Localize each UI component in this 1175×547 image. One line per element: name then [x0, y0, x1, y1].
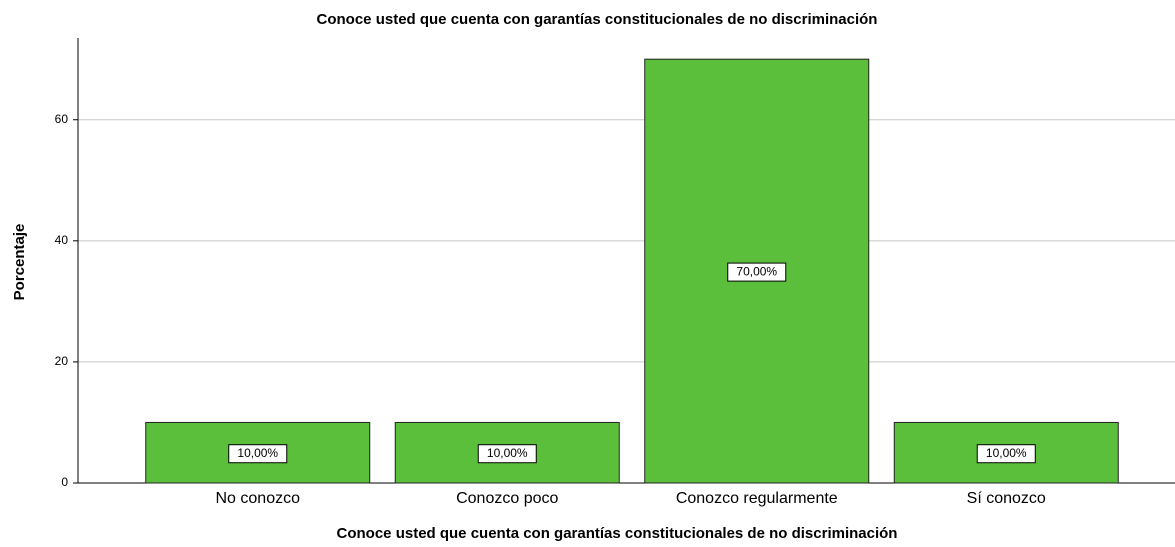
value-label-box	[976, 444, 1036, 464]
value-label-box	[477, 444, 537, 464]
y-tick-label: 0	[61, 475, 68, 489]
y-axis-label: Porcentaje	[11, 224, 28, 301]
value-label: 70,00%	[736, 264, 777, 278]
x-tick-label: Conozco regularmente	[676, 490, 838, 507]
chart-title: Conoce usted que cuenta con garantías co…	[317, 11, 878, 28]
x-tick-label: Sí conozco	[967, 490, 1046, 507]
value-label-box	[727, 262, 787, 282]
y-tick-label: 20	[55, 354, 69, 368]
value-label-box	[228, 444, 288, 464]
y-tick-label: 40	[55, 233, 69, 247]
x-tick-label: No conozco	[216, 490, 301, 507]
x-axis-label: Conoce usted que cuenta con garantías co…	[337, 525, 898, 542]
value-label: 10,00%	[487, 446, 528, 460]
value-label: 10,00%	[986, 446, 1027, 460]
y-tick-label: 60	[55, 112, 69, 126]
value-label: 10,00%	[237, 446, 278, 460]
x-tick-label: Conozco poco	[456, 490, 558, 507]
